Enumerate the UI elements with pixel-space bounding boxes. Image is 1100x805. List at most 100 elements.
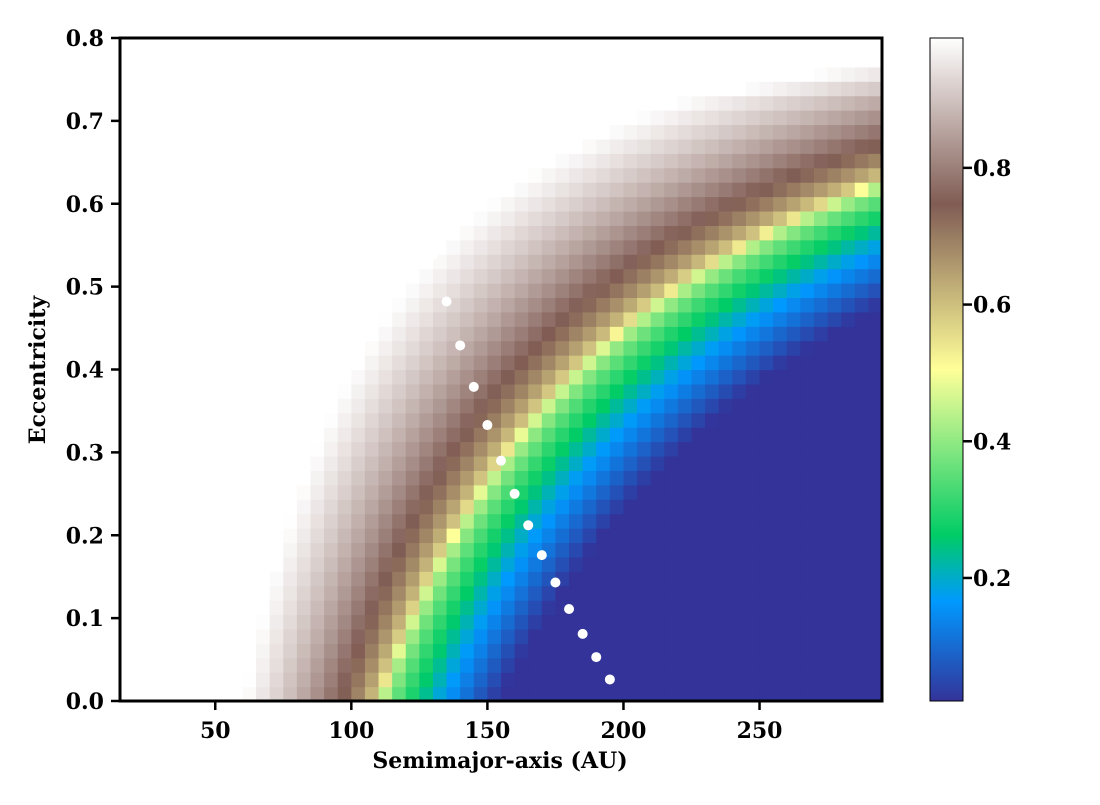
heatmap-cell	[569, 470, 584, 486]
heatmap-cell	[351, 672, 366, 688]
heatmap-cell	[174, 182, 189, 198]
heatmap-cell	[337, 239, 352, 255]
heatmap-cell	[705, 210, 720, 226]
heatmap-cell	[432, 614, 448, 630]
heatmap-cell	[501, 542, 516, 558]
heatmap-cell	[569, 283, 584, 299]
heatmap-cell	[256, 672, 271, 688]
heatmap-cell	[732, 556, 747, 572]
heatmap-cell	[582, 81, 597, 97]
heatmap-cell	[827, 340, 842, 356]
heatmap-cell	[201, 210, 216, 226]
heatmap-cell	[378, 383, 393, 399]
heatmap-cell	[487, 600, 502, 616]
heatmap-cell	[745, 311, 761, 327]
heatmap-cell	[351, 484, 366, 500]
heatmap-cell	[813, 52, 829, 68]
heatmap-cell	[691, 196, 706, 212]
heatmap-cell	[133, 268, 148, 284]
heatmap-cell	[827, 585, 842, 601]
heatmap-cell	[528, 52, 543, 68]
heatmap-cell	[854, 542, 869, 558]
heatmap-cell	[501, 513, 516, 529]
heatmap-cell	[337, 297, 352, 313]
heatmap-cell	[664, 528, 679, 544]
heatmap-cell	[188, 470, 203, 486]
heatmap-cell	[637, 38, 652, 54]
heatmap-cell	[296, 182, 312, 198]
heatmap-cell	[337, 542, 352, 558]
heatmap-cell	[745, 528, 761, 544]
heatmap-cell	[174, 66, 189, 82]
heatmap-cell	[718, 340, 733, 356]
heatmap-cell	[378, 138, 393, 154]
heatmap-cell	[705, 355, 720, 371]
heatmap-cell	[813, 585, 829, 601]
heatmap-cell	[786, 210, 801, 226]
heatmap-cell	[501, 412, 516, 428]
heatmap-cell	[664, 383, 679, 399]
heatmap-cell	[133, 643, 148, 659]
heatmap-cell	[555, 542, 570, 558]
heatmap-cell	[813, 600, 829, 616]
heatmap-cell	[283, 499, 298, 515]
heatmap-cell	[324, 52, 339, 68]
heatmap-cell	[120, 81, 135, 97]
heatmap-cell	[432, 571, 448, 587]
heatmap-cell	[555, 499, 570, 515]
heatmap-cell	[677, 268, 693, 284]
heatmap-cell	[324, 268, 339, 284]
heatmap-cell	[528, 38, 543, 54]
heatmap-cell	[256, 585, 271, 601]
heatmap-cell	[555, 95, 570, 111]
heatmap-cell	[405, 95, 420, 111]
heatmap-cell	[392, 427, 407, 443]
heatmap-cell	[745, 585, 761, 601]
heatmap-cell	[188, 340, 203, 356]
heatmap-cell	[432, 383, 448, 399]
heatmap-cell	[446, 254, 461, 270]
heatmap-cell	[582, 427, 597, 443]
heatmap-cell	[120, 225, 135, 241]
heatmap-cell	[269, 628, 284, 644]
heatmap-cell	[813, 643, 829, 659]
heatmap-cell	[650, 585, 665, 601]
heatmap-cell	[201, 167, 216, 183]
heatmap-cell	[541, 153, 557, 169]
heatmap-cell	[269, 672, 284, 688]
ridge-point	[577, 628, 588, 639]
heatmap-cell	[228, 427, 244, 443]
heatmap-cell	[786, 614, 801, 630]
heatmap-cell	[446, 383, 461, 399]
heatmap-cell	[201, 340, 216, 356]
heatmap-cell	[296, 528, 312, 544]
heatmap-cell	[596, 484, 611, 500]
heatmap-cell	[569, 340, 584, 356]
heatmap-cell	[133, 470, 148, 486]
heatmap-cell	[541, 585, 557, 601]
heatmap-cell	[487, 182, 502, 198]
heatmap-cell	[773, 398, 788, 414]
heatmap-cell	[705, 398, 720, 414]
heatmap-cell	[324, 167, 339, 183]
heatmap-cell	[174, 398, 189, 414]
heatmap-cell	[732, 383, 747, 399]
heatmap-cell	[473, 571, 488, 587]
heatmap-cell	[405, 239, 420, 255]
heatmap-cell	[283, 326, 298, 342]
heatmap-cell	[868, 528, 883, 544]
heatmap-cell	[473, 398, 488, 414]
heatmap-cell	[147, 210, 162, 226]
heatmap-cell	[228, 283, 244, 299]
heatmap-cell	[650, 153, 665, 169]
heatmap-cell	[296, 326, 312, 342]
heatmap-cell	[188, 355, 203, 371]
ridge-point	[496, 455, 506, 466]
heatmap-cell	[677, 600, 693, 616]
heatmap-cell	[528, 614, 543, 630]
heatmap-cell	[541, 398, 557, 414]
heatmap-cell	[650, 38, 665, 54]
heatmap-cell	[718, 686, 733, 702]
heatmap-cell	[256, 66, 271, 82]
heatmap-cell	[324, 369, 339, 385]
